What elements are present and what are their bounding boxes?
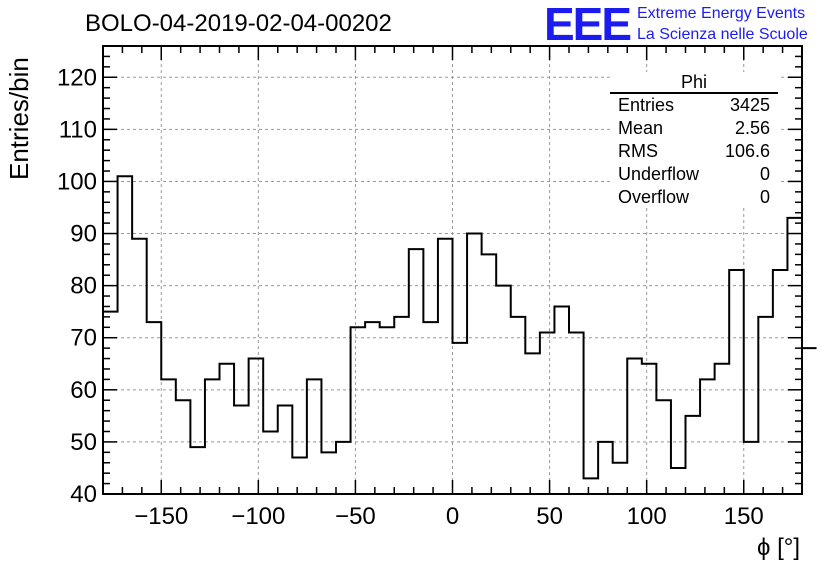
- histogram-bar: [715, 364, 730, 494]
- histogram-bar: [554, 306, 569, 494]
- histogram-bar: [729, 270, 744, 494]
- histogram-bar: [496, 286, 511, 494]
- chart-title: BOLO-04-2019-02-04-00202: [85, 10, 392, 37]
- stats-label: Mean: [618, 118, 664, 138]
- y-tick-label: 90: [70, 221, 97, 248]
- x-tick-label: 100: [627, 503, 667, 530]
- logo-line-1: Extreme Energy Events: [637, 5, 806, 22]
- histogram-bar: [525, 353, 540, 494]
- histogram-bar: [656, 400, 671, 494]
- x-tick-label: 50: [536, 503, 563, 530]
- histogram-bar: [686, 416, 701, 494]
- x-axis-label: ϕ [°]: [756, 534, 800, 561]
- histogram-bar: [205, 379, 220, 494]
- stats-row-entries: Entries 3425: [610, 94, 778, 117]
- histogram-bar: [307, 379, 322, 494]
- x-tick-label: 0: [446, 503, 459, 530]
- stats-row-rms: RMS 106.6: [610, 140, 778, 163]
- stats-label: Underflow: [618, 164, 700, 184]
- histogram-bar: [511, 317, 526, 494]
- histogram-bar: [161, 379, 176, 494]
- stats-row-mean: Mean 2.56: [610, 117, 778, 140]
- histogram-bar: [380, 327, 395, 494]
- histogram-bar: [336, 442, 351, 494]
- stats-label: RMS: [618, 141, 658, 161]
- histogram-bar: [394, 317, 409, 494]
- stats-value: 106.6: [724, 141, 770, 161]
- x-tick-label: −50: [335, 503, 376, 530]
- histogram-bar: [453, 343, 468, 494]
- histogram-bar: [365, 322, 380, 494]
- y-axis-label: Entries/bin: [4, 57, 34, 180]
- histogram-bar: [249, 359, 264, 494]
- y-tick-label: 120: [57, 64, 97, 91]
- stats-value: 2.56: [734, 118, 770, 138]
- histogram-bar: [584, 478, 599, 494]
- logo-line-2: La Scienza nelle Scuole: [637, 26, 808, 43]
- stats-value: 3425: [729, 95, 770, 115]
- histogram-bar: [569, 333, 584, 494]
- x-tick-label: 150: [724, 503, 764, 530]
- stats-value: 0: [759, 164, 770, 184]
- histogram-outline: [103, 175, 817, 480]
- histogram-bar: [744, 442, 759, 494]
- y-tick-label: 40: [70, 481, 97, 508]
- histogram-bar: [598, 442, 613, 494]
- histogram-bar: [220, 364, 235, 494]
- histogram-bar: [802, 348, 817, 494]
- histogram-bar: [176, 400, 191, 494]
- histogram-bar: [438, 239, 453, 494]
- histogram-bar: [758, 317, 773, 494]
- histogram-bar: [278, 405, 293, 494]
- histogram-bar: [642, 364, 657, 494]
- histogram-bar: [423, 322, 438, 494]
- y-tick-label: 80: [70, 273, 97, 300]
- histogram-bar: [263, 431, 278, 494]
- histogram-bar: [613, 463, 628, 494]
- eee-logo: EEE Extreme Energy Events La Scienza nel…: [544, 0, 834, 50]
- histogram-bar: [103, 312, 118, 494]
- histogram-bar: [540, 333, 555, 494]
- y-tick-label: 100: [57, 168, 97, 195]
- y-tick-label: 60: [70, 377, 97, 404]
- stats-row-underflow: Underflow 0: [610, 163, 778, 186]
- stats-row-overflow: Overflow 0: [610, 186, 778, 209]
- y-tick-label: 70: [70, 325, 97, 352]
- histogram-bar: [351, 327, 366, 494]
- histogram-bar: [234, 405, 249, 494]
- histogram-bar: [700, 379, 715, 494]
- histogram-bar: [482, 254, 497, 494]
- histogram-bar: [292, 458, 307, 494]
- plot-frame: [102, 45, 803, 495]
- histogram-bar: [773, 270, 788, 494]
- stats-value: 0: [759, 187, 770, 207]
- histogram-bar: [118, 176, 133, 494]
- histogram-bars: [103, 176, 817, 494]
- eee-logo-mark: EEE: [544, 0, 632, 50]
- stats-label: Overflow: [618, 187, 690, 207]
- histogram-bar: [321, 452, 336, 494]
- histogram-bar: [147, 322, 162, 494]
- x-tick-label: −150: [134, 503, 188, 530]
- histogram-bar: [671, 468, 686, 494]
- x-tick-label: −100: [231, 503, 285, 530]
- y-tick-label: 110: [59, 116, 97, 143]
- stats-box: Phi Entries 3425 Mean 2.56 RMS 106.6 Und…: [610, 72, 778, 208]
- histogram-bar: [627, 359, 642, 494]
- tick-labels: −150 −100 −50 0 50 100 150 40 50 60 70 80 90 100 110 12…: [57, 64, 764, 530]
- stats-name: Phi: [610, 72, 778, 94]
- histogram-bar: [190, 447, 205, 494]
- stats-label: Entries: [618, 95, 675, 115]
- histogram-bar: [132, 239, 147, 494]
- histogram-bar: [467, 234, 482, 494]
- y-tick-label: 50: [70, 429, 97, 456]
